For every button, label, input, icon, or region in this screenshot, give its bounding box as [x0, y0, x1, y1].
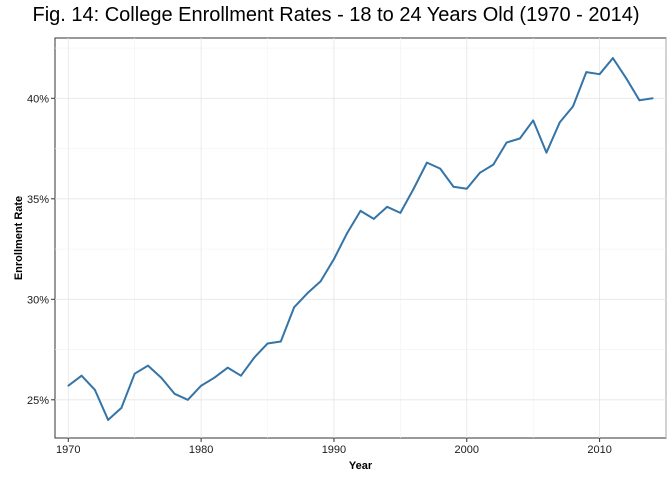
data-point — [625, 77, 628, 80]
y-tick-label: 35% — [27, 194, 49, 206]
y-tick-label: 30% — [27, 294, 49, 306]
data-point — [306, 292, 309, 295]
data-point — [372, 218, 375, 220]
data-point — [93, 388, 96, 391]
data-point — [465, 187, 468, 190]
data-point — [505, 141, 508, 144]
data-point — [638, 99, 641, 102]
minor-gridlines — [55, 38, 667, 438]
data-point — [492, 163, 495, 166]
data-point — [426, 161, 428, 164]
data-point — [80, 374, 83, 377]
data-point — [279, 340, 282, 343]
data-point — [200, 384, 203, 387]
data-point — [439, 167, 442, 170]
data-point — [399, 211, 402, 214]
data-point — [213, 376, 216, 379]
data-point — [120, 406, 123, 409]
data-point — [479, 171, 481, 174]
y-tick-label: 25% — [27, 395, 49, 407]
data-point — [412, 187, 415, 190]
data-point — [107, 419, 110, 421]
data-point — [160, 376, 163, 379]
data-point — [611, 57, 614, 60]
data-point — [67, 384, 70, 387]
x-tick-label: 1980 — [189, 444, 213, 456]
data-point — [186, 398, 189, 401]
x-tick-label: 2000 — [455, 444, 479, 456]
data-point — [598, 73, 601, 76]
data-point — [253, 356, 256, 359]
data-point — [585, 71, 588, 74]
y-axis: 25% 30% 35% 40% — [27, 93, 55, 407]
series-layer — [67, 57, 654, 421]
data-point — [572, 105, 574, 108]
data-point — [346, 232, 349, 234]
data-point — [173, 392, 176, 395]
x-tick-label: 1970 — [56, 444, 80, 456]
x-tick-label: 1990 — [322, 444, 346, 456]
data-point — [240, 374, 242, 377]
y-tick-label: 40% — [27, 93, 49, 105]
data-point — [333, 258, 335, 261]
data-point — [319, 280, 322, 283]
x-axis: 1970 1980 1990 2000 2010 — [56, 438, 612, 456]
data-point — [293, 306, 295, 309]
data-point — [558, 121, 561, 124]
y-axis-title: Enrollment Rate — [13, 196, 25, 280]
data-point — [518, 137, 521, 140]
data-point — [226, 366, 229, 369]
data-point — [147, 364, 149, 367]
data-point — [545, 151, 548, 154]
data-point — [532, 119, 535, 122]
data-point — [651, 97, 654, 100]
data-point — [452, 185, 455, 188]
data-point — [266, 342, 269, 345]
x-tick-label: 2010 — [587, 444, 611, 456]
major-gridlines — [55, 38, 666, 438]
x-axis-title: Year — [349, 460, 373, 472]
data-point — [133, 372, 136, 375]
data-point — [386, 205, 388, 208]
data-point — [359, 209, 362, 212]
chart-title: Fig. 14: College Enrollment Rates - 18 t… — [32, 4, 640, 26]
